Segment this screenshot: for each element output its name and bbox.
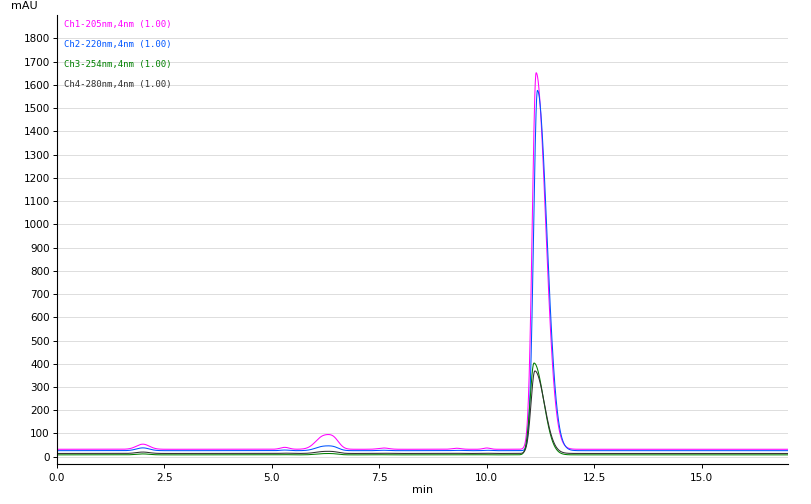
- Text: Ch2-220nm,4nm (1.00): Ch2-220nm,4nm (1.00): [64, 40, 171, 49]
- Text: Ch3-254nm,4nm (1.00): Ch3-254nm,4nm (1.00): [64, 60, 171, 69]
- X-axis label: min: min: [411, 485, 432, 495]
- Text: Ch1-205nm,4nm (1.00): Ch1-205nm,4nm (1.00): [64, 20, 171, 29]
- Y-axis label: mAU: mAU: [11, 1, 37, 11]
- Text: Ch4-280nm,4nm (1.00): Ch4-280nm,4nm (1.00): [64, 80, 171, 89]
